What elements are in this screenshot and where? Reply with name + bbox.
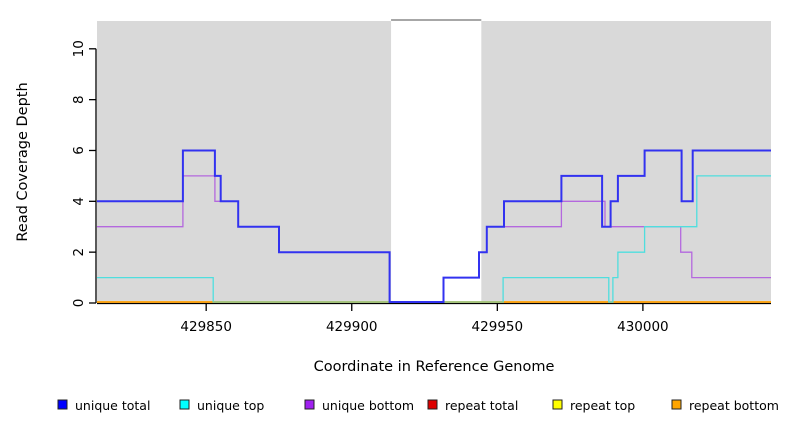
x-tick-label: 429850 (180, 319, 232, 335)
y-tick-label: 8 (71, 95, 87, 104)
legend-label-unique-total: unique total (75, 398, 150, 413)
x-tick-label: 429900 (326, 319, 378, 335)
x-axis-title: Coordinate in Reference Genome (314, 359, 555, 375)
y-tick-label: 4 (71, 197, 87, 206)
y-axis-title: Read Coverage Depth (15, 82, 31, 241)
legend-swatch-repeat-bottom (671, 399, 682, 410)
legend-swatch-unique-top (179, 399, 190, 410)
x-tick-label: 429950 (472, 319, 524, 335)
legend-swatch-repeat-top (552, 399, 563, 410)
y-tick-label: 2 (71, 248, 87, 257)
legend-swatch-unique-total (57, 399, 68, 410)
legend-label-repeat-top: repeat top (570, 398, 635, 413)
x-tick-label: 430000 (617, 319, 669, 335)
legend-label-repeat-bottom: repeat bottom (689, 398, 779, 413)
masked-region-band (391, 20, 482, 303)
y-tick-label: 6 (71, 146, 87, 155)
y-tick-label: 10 (71, 40, 87, 57)
legend-label-unique-bottom: unique bottom (322, 398, 414, 413)
y-tick-label: 0 (71, 299, 87, 308)
legend-label-repeat-total: repeat total (445, 398, 518, 413)
legend-swatch-unique-bottom (304, 399, 315, 410)
series-line-unique-total (97, 149, 771, 303)
legend-label-unique-top: unique top (197, 398, 264, 413)
legend-swatch-repeat-total (427, 399, 438, 410)
